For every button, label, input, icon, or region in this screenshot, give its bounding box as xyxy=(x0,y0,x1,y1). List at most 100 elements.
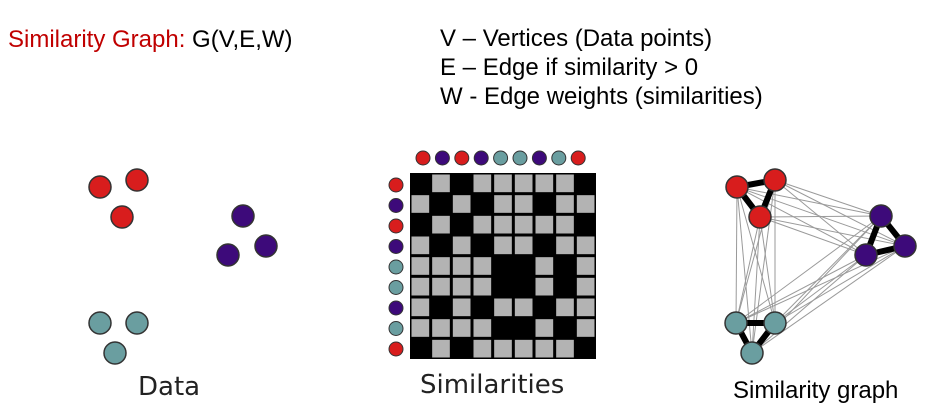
matrix-cell-low xyxy=(556,339,574,358)
matrix-cell-low xyxy=(556,174,574,193)
matrix-cell-high xyxy=(452,215,471,234)
matrix-cell-low xyxy=(535,277,554,296)
data-point-teal xyxy=(88,311,112,335)
matrix-column-dot-red xyxy=(570,150,586,166)
matrix-cell-high xyxy=(432,236,450,255)
matrix-cell-low xyxy=(576,236,595,255)
matrix-cell-high xyxy=(556,277,574,296)
matrix-cell-high xyxy=(411,339,430,358)
matrix-cell-low xyxy=(556,236,574,255)
graph-caption: Similarity graph xyxy=(733,377,899,404)
matrix-cell-high xyxy=(576,215,595,234)
similarities-caption: Similarities xyxy=(420,370,565,400)
matrix-cell-low xyxy=(535,319,554,337)
matrix-cell-low xyxy=(473,319,492,337)
graph-node-red xyxy=(725,175,749,199)
data-caption: Data xyxy=(138,372,201,402)
matrix-column-dot-teal xyxy=(551,150,567,166)
matrix-cell-low xyxy=(452,195,471,213)
matrix-cell-low xyxy=(576,195,595,213)
graph-edge-weak xyxy=(774,179,906,247)
data-point-red xyxy=(125,168,149,192)
matrix-cell-low xyxy=(494,215,512,234)
matrix-cell-low xyxy=(411,319,430,337)
graph-edge-weak xyxy=(735,186,738,324)
matrix-cell-low xyxy=(556,195,574,213)
matrix-cell-low xyxy=(494,236,512,255)
matrix-cell-low xyxy=(576,298,595,317)
matrix-cell-high xyxy=(473,298,492,317)
matrix-cell-high xyxy=(411,215,430,234)
matrix-cell-low xyxy=(514,236,533,255)
matrix-cell-high xyxy=(432,298,450,317)
graph-node-purple xyxy=(893,234,917,258)
graph-edge-weak xyxy=(735,216,761,324)
graph-node-red xyxy=(748,205,772,229)
matrix-cell-low xyxy=(514,298,533,317)
matrix-cell-low xyxy=(411,195,430,213)
definition-weights: W - Edge weights (similarities) xyxy=(440,83,763,110)
matrix-column-dot-purple xyxy=(531,150,547,166)
matrix-cell-low xyxy=(494,195,512,213)
matrix-column-dot-red xyxy=(454,150,470,166)
matrix-cell-high xyxy=(514,277,533,296)
graph-node-teal xyxy=(724,311,748,335)
matrix-cell-low xyxy=(535,174,554,193)
matrix-cell-low xyxy=(494,339,512,358)
matrix-cell-low xyxy=(452,236,471,255)
matrix-cell-high xyxy=(473,236,492,255)
matrix-column-dot-teal xyxy=(512,150,528,166)
graph-edge-weak xyxy=(774,215,882,324)
matrix-cell-low xyxy=(432,319,450,337)
matrix-cell-low xyxy=(494,174,512,193)
matrix-cell-high xyxy=(556,319,574,337)
matrix-row-dot-purple xyxy=(388,198,404,213)
matrix-column-dot-teal xyxy=(493,150,509,166)
data-point-purple xyxy=(231,204,255,228)
matrix-cell-low xyxy=(432,277,450,296)
matrix-row-dot-teal xyxy=(388,321,404,336)
matrix-cell-low xyxy=(411,236,430,255)
data-point-teal xyxy=(125,311,149,335)
matrix-row-dot-purple xyxy=(388,239,404,254)
matrix-cell-low xyxy=(432,215,450,234)
graph-edge-weak xyxy=(774,179,867,256)
matrix-column-dot-purple xyxy=(434,150,450,166)
matrix-cell-high xyxy=(494,319,512,337)
matrix-cell-high xyxy=(576,174,595,193)
matrix-cell-low xyxy=(514,195,533,213)
matrix-column-dot-red xyxy=(415,150,431,166)
definitions-list: V – Vertices (Data points) E – Edge if s… xyxy=(440,24,763,111)
matrix-cell-high xyxy=(576,339,595,358)
graph-node-purple xyxy=(869,204,893,228)
matrix-row-dot-red xyxy=(388,177,404,193)
graph-edge-weak xyxy=(759,215,882,218)
matrix-cell-low xyxy=(473,215,492,234)
graph-edge-weak xyxy=(735,254,867,324)
data-point-teal xyxy=(103,341,127,365)
graph-edge-weak xyxy=(736,186,882,217)
matrix-cell-high xyxy=(535,298,554,317)
matrix-cell-high xyxy=(514,319,533,337)
data-point-purple xyxy=(254,234,278,258)
matrix-cell-high xyxy=(535,236,554,255)
matrix-cell-high xyxy=(411,174,430,193)
matrix-cell-low xyxy=(514,215,533,234)
matrix-cell-low xyxy=(452,319,471,337)
matrix-row-dot-red xyxy=(388,341,404,357)
graph-node-teal xyxy=(763,311,787,335)
matrix-cell-low xyxy=(452,277,471,296)
matrix-cell-low xyxy=(411,277,430,296)
graph-edge-weak xyxy=(751,216,761,354)
graph-edge-weak xyxy=(759,216,906,247)
matrix-cell-low xyxy=(556,215,574,234)
similarity-graph-panel xyxy=(724,168,917,365)
matrix-row-dot-teal xyxy=(388,259,404,275)
matrix-column-dot-purple xyxy=(473,150,489,166)
matrix-cell-low xyxy=(494,298,512,317)
matrix-cell-low xyxy=(535,215,554,234)
definition-edges: E – Edge if similarity > 0 xyxy=(440,54,699,81)
matrix-cell-low xyxy=(576,257,595,275)
matrix-cell-low xyxy=(473,174,492,193)
